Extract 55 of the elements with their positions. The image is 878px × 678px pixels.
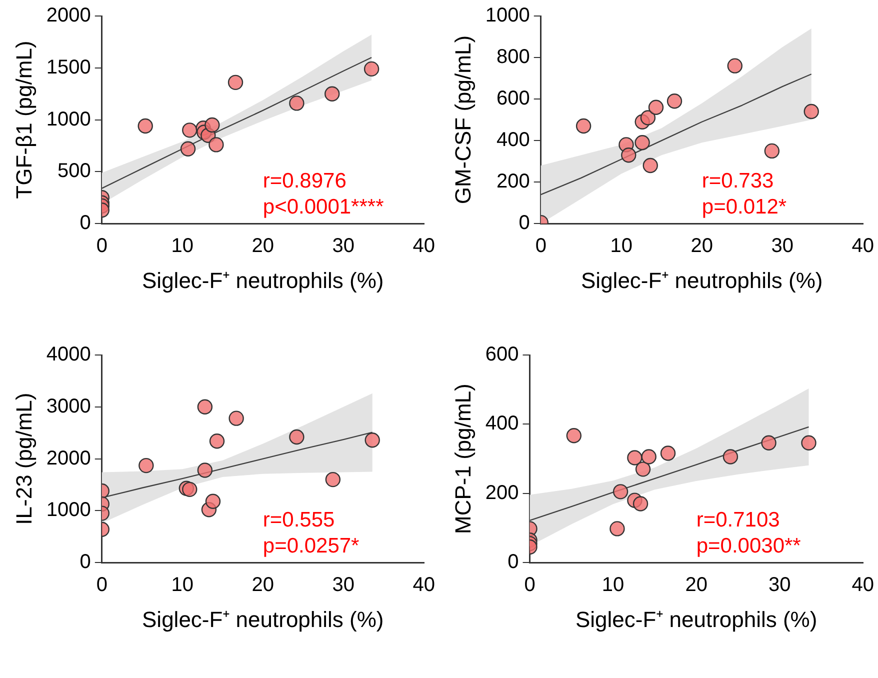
y-tick-label: 400	[496, 129, 530, 152]
x-tick-label: 10	[171, 574, 194, 596]
annotation: r=0.8976	[262, 170, 346, 193]
y-axis-title: GM-CSF (pg/mL)	[450, 35, 476, 204]
y-tick-label: 0	[80, 551, 91, 574]
y-tick-label: 800	[496, 46, 530, 68]
y-tick-label: 4000	[46, 344, 91, 366]
annotation: p<0.0001****	[262, 196, 384, 219]
y-tick-label: 500	[58, 160, 91, 182]
x-tick-label: 30	[332, 235, 355, 258]
x-tick-label: 30	[332, 574, 355, 596]
x-tick-label: 20	[252, 574, 274, 596]
y-tick-label: 600	[496, 88, 530, 110]
y-tick-label: 600	[485, 344, 519, 366]
x-tick-label: 20	[690, 235, 714, 258]
y-tick-label: 0	[80, 212, 91, 234]
y-tick-label: 1000	[46, 108, 91, 130]
x-tick-label: 40	[852, 235, 874, 258]
x-tick-label: 40	[852, 574, 874, 596]
x-tick-label: 0	[535, 235, 546, 258]
x-axis-title: Siglec-F⁺ neutrophils (%)	[142, 606, 384, 632]
y-tick-label: 1000	[46, 499, 91, 522]
y-axis-title: IL-23 (pg/mL)	[11, 392, 36, 525]
annotation: r=0.555	[262, 508, 335, 532]
y-tick-label: 3000	[46, 395, 91, 418]
y-tick-label: 2000	[46, 4, 91, 27]
x-tick-label: 10	[171, 235, 194, 258]
y-tick-label: 400	[485, 412, 519, 435]
y-tick-label: 0	[508, 551, 519, 574]
y-axis-title: MCP-1 (pg/mL)	[450, 384, 476, 534]
annotation: p=0.0030**	[696, 534, 801, 558]
y-tick-label: 1500	[46, 56, 91, 78]
x-tick-label: 40	[412, 574, 435, 596]
annotation: p=0.012*	[702, 196, 787, 219]
annotation: p=0.0257*	[262, 534, 360, 558]
annotation: r=0.733	[702, 170, 774, 193]
x-axis-title: Siglec-F⁺ neutrophils (%)	[581, 268, 823, 293]
y-tick-label: 1000	[485, 4, 530, 27]
x-tick-label: 40	[412, 235, 435, 258]
y-tick-label: 200	[496, 170, 530, 193]
x-tick-label: 0	[96, 574, 108, 596]
annotation: r=0.7103	[696, 508, 780, 532]
y-axis-title: TGF-β1 (pg/mL)	[11, 40, 36, 199]
x-tick-label: 10	[602, 574, 624, 596]
y-tick-label: 0	[518, 212, 530, 234]
y-tick-label: 2000	[46, 447, 91, 470]
x-tick-label: 30	[771, 235, 794, 258]
x-tick-label: 30	[768, 574, 791, 596]
x-axis-title: Siglec-F⁺ neutrophils (%)	[575, 606, 818, 632]
y-tick-label: 200	[485, 482, 519, 504]
x-tick-label: 0	[96, 235, 108, 258]
x-axis-title: Siglec-F⁺ neutrophils (%)	[142, 268, 384, 293]
x-tick-label: 20	[685, 574, 708, 596]
x-tick-label: 20	[252, 235, 274, 258]
x-tick-label: 10	[610, 235, 633, 258]
